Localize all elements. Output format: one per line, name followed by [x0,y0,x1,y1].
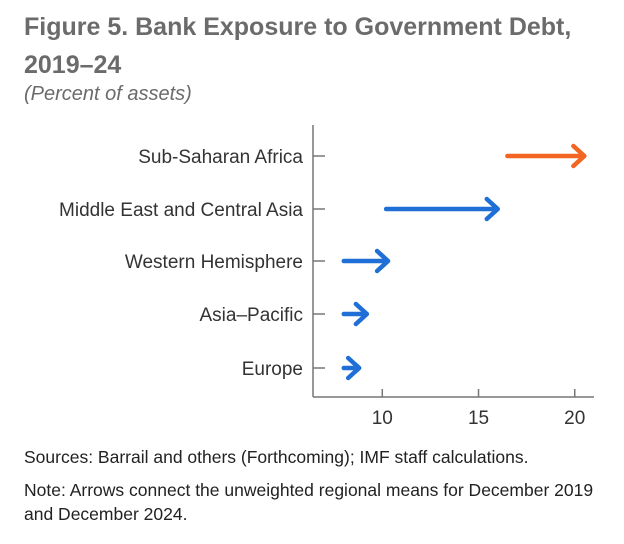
x-tick-label: 20 [564,408,585,429]
x-tick-label: 15 [468,408,489,429]
arrow-head [374,248,391,274]
arrow-head [484,196,501,222]
category-label: Western Hemisphere [125,252,303,273]
x-tick-label: 10 [372,408,393,429]
arrow-europe [341,355,362,381]
footnote: Note: Arrows connect the unweighted regi… [24,480,594,524]
category-label: Europe [242,359,303,380]
arrow-chart: 10 15 20 Sub-Saharan Africa Middle East and … [59,125,594,429]
category-label: Sub-Saharan Africa [138,147,303,168]
arrow-asia-pacific [341,301,370,327]
arrow-western-hemisphere [341,248,391,274]
chart-subtitle: (Percent of assets) [24,83,192,105]
arrow-head [353,301,370,327]
arrow-middle-east-and-central-asia [383,196,501,222]
chart-title: Figure 5. Bank Exposure to Government De… [24,13,572,79]
sources-note: Sources: Barrail and others (Forthcoming… [24,447,529,467]
arrow-head [345,355,362,381]
arrow-sub-saharan-africa [505,143,587,169]
category-label: Asia–Pacific [200,305,304,326]
category-label: Middle East and Central Asia [59,200,303,221]
arrow-head [571,143,587,169]
